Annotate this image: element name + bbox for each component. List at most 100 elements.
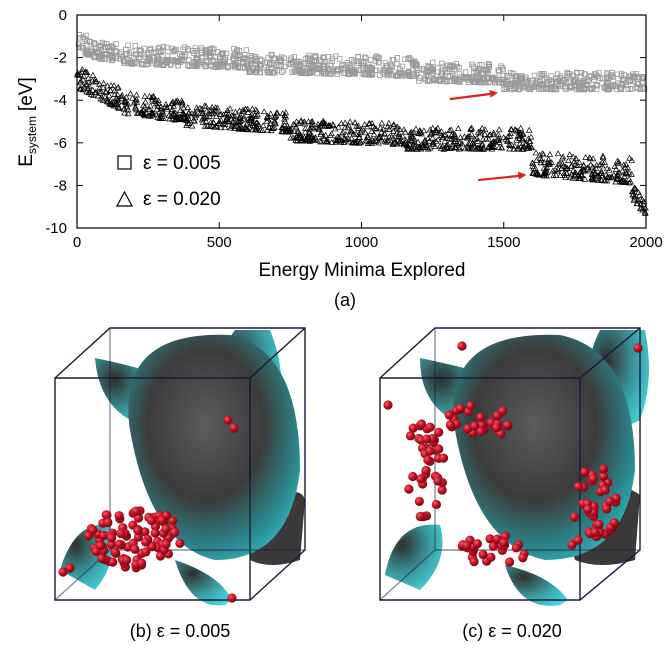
data-point [84,85,91,92]
data-point [485,131,493,138]
data-point [242,125,250,132]
particles-b [58,415,239,603]
data-point [225,63,232,69]
data-point [368,139,375,146]
series-square [75,32,648,93]
data-point [133,98,141,105]
data-point [172,47,178,53]
data-point [217,61,223,67]
data-point [471,135,479,142]
data-point [174,97,181,104]
data-point [406,135,414,141]
data-point [614,71,620,77]
data-point [562,174,569,181]
data-point [231,56,237,62]
data-point [248,111,255,118]
data-point [259,127,266,133]
data-point [506,145,513,152]
data-point [563,169,571,176]
data-point [385,119,393,126]
data-point [323,138,330,145]
particle [633,343,643,353]
data-point [220,111,227,118]
data-point [434,124,442,131]
data-point [459,140,466,147]
data-point [219,50,226,57]
particle [505,557,515,567]
data-point [314,123,321,130]
data-point [473,134,481,141]
data-point [110,54,116,61]
data-point [379,125,387,132]
data-point [127,90,134,97]
data-point [92,54,98,61]
particle [598,464,609,474]
data-point [364,140,372,146]
data-point [305,128,313,135]
data-point [85,74,92,81]
data-point [281,125,288,132]
data-point [231,124,238,131]
data-point [510,145,518,152]
particle [114,539,124,549]
data-point [593,161,600,168]
data-point [81,36,88,42]
data-point [406,72,412,78]
particle [605,496,615,506]
x-axis-label: Energy Minima Explored [259,260,466,281]
data-point [390,121,398,127]
data-point [328,130,335,137]
data-point [432,76,439,83]
data-point [455,145,463,152]
particle [141,537,151,547]
data-point [549,167,557,174]
data-point [228,115,235,122]
plot-points [74,32,649,216]
data-point [211,123,218,130]
data-point [237,52,243,59]
data-point [383,138,390,145]
data-point [330,121,337,128]
data-point [188,110,196,117]
particle [227,593,237,603]
data-point [591,77,597,83]
data-point [582,153,589,160]
particle [498,406,508,416]
data-point [621,72,627,78]
data-point [347,63,354,69]
data-point [212,122,220,129]
data-point [248,52,255,59]
data-point [453,76,460,83]
data-point [244,126,252,133]
svg-text:Esystem[eV]: Esystem [eV] [16,77,39,167]
data-point [583,78,589,85]
data-point [147,45,154,52]
data-point [318,122,326,128]
particle [146,516,157,526]
data-point [393,129,401,136]
data-point [465,140,472,147]
data-point [299,69,305,75]
data-point [279,123,286,130]
data-point [127,59,134,66]
data-point [185,115,192,122]
data-point [596,69,602,76]
data-point [308,123,316,130]
data-point [363,123,371,130]
data-point [217,124,225,131]
particle [140,527,150,537]
data-point [216,110,224,117]
data-point [501,86,507,93]
data-point [309,118,316,124]
data-point [243,47,250,53]
energy-plot: 0 500 1000 1500 2000 0 -2 -4 -6 -8 -10 ε = 0.005 … [16,7,663,281]
data-point [413,66,419,72]
data-point [603,76,610,82]
data-point [79,66,86,73]
data-point [213,107,220,114]
red-arrow [478,174,521,182]
data-point [588,174,596,180]
data-point [430,59,436,66]
data-point [76,79,84,86]
data-point [616,176,624,183]
